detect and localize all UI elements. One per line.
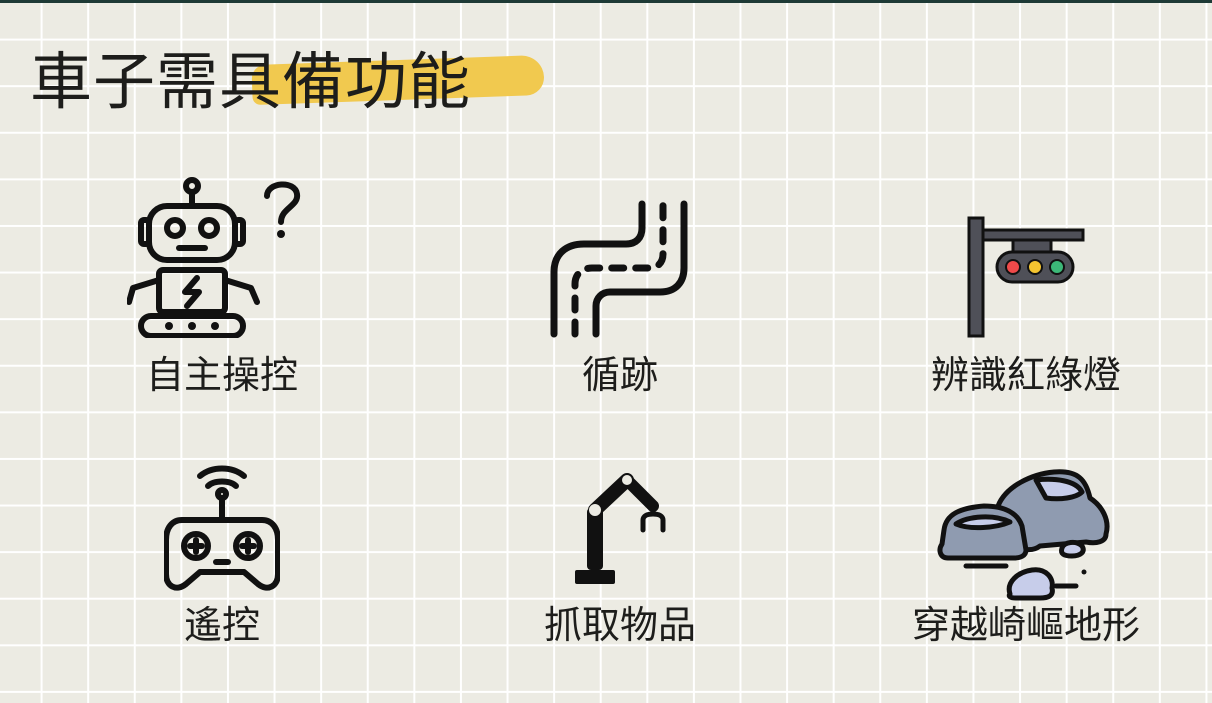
robot-question-icon: [127, 177, 301, 338]
path-track-icon: [550, 200, 688, 338]
title-highlight-text: 具備功能: [219, 45, 472, 118]
top-bar: [0, 0, 1212, 3]
feature-label: 抓取物品: [543, 603, 696, 647]
title-prefix: 車子需: [30, 45, 220, 118]
feature-autonomous: 自主操控: [62, 170, 382, 400]
traffic-light-icon: [967, 216, 1085, 338]
page-title: 車子需具備功能: [30, 44, 545, 120]
feature-traffic-light: 辨識紅綠燈: [866, 170, 1186, 400]
feature-line-follow: 循跡: [460, 170, 780, 400]
feature-label: 遙控: [183, 603, 260, 647]
remote-controller-icon: [164, 465, 280, 591]
feature-rough-terrain: 穿越崎嶇地形: [866, 420, 1186, 650]
feature-label: 自主操控: [145, 353, 298, 397]
robotic-arm-icon: [575, 473, 666, 584]
rocks-terrain-icon: [937, 469, 1110, 601]
feature-grab-objects: 抓取物品: [460, 420, 780, 650]
feature-label: 穿越崎嶇地形: [911, 603, 1140, 647]
feature-label: 循跡: [581, 353, 658, 397]
feature-label: 辨識紅綠燈: [930, 353, 1121, 397]
feature-remote-control: 遙控: [62, 420, 382, 650]
